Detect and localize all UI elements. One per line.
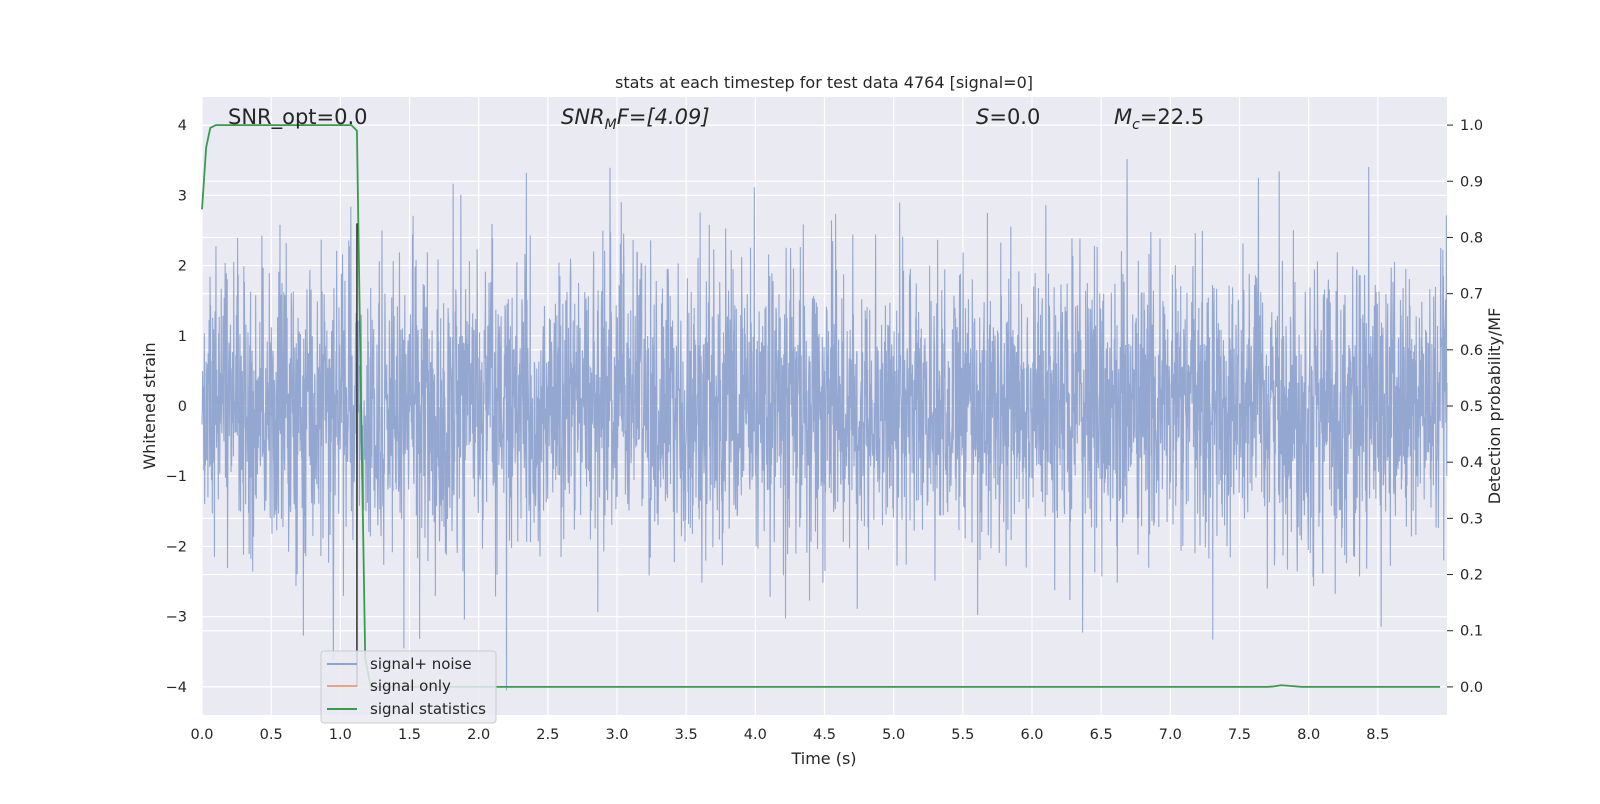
annotation-s-value: =0.0: [989, 105, 1040, 129]
x-axis-ticks: 0.0 0.5 1.0 1.5 2.0 2.5 3.0 3.5 4.0 4.5 5.0 5.5 6.0 6…: [190, 727, 1389, 743]
annotation-snr-opt: SNR_opt=0.0: [228, 105, 368, 130]
y-tick-label: 2: [178, 259, 187, 275]
x-tick-label: 1.5: [398, 727, 421, 743]
legend-label-signal: signal only: [370, 677, 451, 695]
y2-axis-ticks: 1.0 0.9 0.8 0.7 0.6 0.5 0.4 0.3 0.2 0.1 0.0: [1447, 118, 1483, 696]
x-tick-label: 7.5: [1228, 727, 1251, 743]
x-tick-label: 1.0: [329, 727, 352, 743]
annotation-s-label: S: [976, 105, 989, 129]
x-tick-label: 2.5: [536, 727, 559, 743]
x-tick-label: 6.0: [1020, 727, 1043, 743]
annotation-mc-sub: c: [1132, 117, 1140, 133]
y-tick-label: 1: [178, 329, 187, 345]
x-tick-label: 6.5: [1090, 727, 1113, 743]
y-axis-label: Whitened strain: [140, 342, 159, 469]
x-tick-label: 5.0: [882, 727, 905, 743]
x-tick-label: 7.0: [1159, 727, 1182, 743]
x-tick-label: 0.5: [260, 727, 283, 743]
y-tick-label: −3: [166, 610, 187, 626]
x-tick-label: 4.0: [744, 727, 767, 743]
x-tick-label: 2.0: [467, 727, 490, 743]
annotation-snr-mf-rest: F=[4.09]: [617, 105, 710, 129]
x-axis-label: Time (s): [790, 749, 856, 768]
legend: signal+ noise signal only signal statist…: [320, 650, 497, 724]
y2-tick-label: 0.2: [1460, 568, 1483, 584]
y-axis-ticks: 4 3 2 1 0 −1 −2 −3 −4: [166, 118, 187, 696]
y-tick-label: −4: [166, 680, 187, 696]
x-tick-label: 8.5: [1366, 727, 1389, 743]
x-tick-label: 5.5: [951, 727, 974, 743]
y2-tick-label: 0.5: [1460, 399, 1483, 415]
y2-tick-label: 0.4: [1460, 455, 1483, 471]
y-tick-label: 3: [178, 188, 187, 204]
x-tick-label: 8.0: [1297, 727, 1320, 743]
x-tick-label: 3.5: [675, 727, 698, 743]
annotation-snr-mf-sub: M: [605, 117, 617, 133]
annotation-mc-label: M: [1114, 105, 1132, 129]
y2-tick-label: 0.6: [1460, 343, 1483, 359]
annotation-mc: Mc=22.5: [1114, 105, 1204, 133]
y2-tick-label: 0.9: [1460, 174, 1483, 190]
y2-tick-label: 0.1: [1460, 624, 1483, 640]
legend-label-noise: signal+ noise: [370, 655, 472, 673]
y-tick-label: −1: [166, 469, 187, 485]
x-tick-label: 3.0: [605, 727, 628, 743]
y-tick-label: 0: [178, 399, 187, 415]
annotation-snr-mf-main: SNR: [561, 105, 605, 129]
y2-tick-label: 0.0: [1460, 680, 1483, 696]
y2-axis-label: Detection probability/MF: [1485, 308, 1504, 505]
annotation-snr-mf: SNRMF=[4.09]: [561, 105, 710, 133]
legend-label-statistics: signal statistics: [370, 700, 486, 718]
y2-tick-label: 1.0: [1460, 118, 1483, 134]
noise-series: [201, 159, 1448, 691]
noise-line: [201, 159, 1448, 691]
x-tick-label: 0.0: [190, 727, 213, 743]
annotation-mc-value: =22.5: [1140, 105, 1204, 129]
y-tick-label: −2: [166, 539, 187, 555]
chart-title: stats at each timestep for test data 476…: [615, 73, 1033, 92]
annotation-s: S=0.0: [976, 105, 1040, 129]
legend-box: [320, 650, 497, 724]
y2-tick-label: 0.8: [1460, 230, 1483, 246]
y-tick-label: 4: [178, 118, 187, 134]
y2-tick-label: 0.3: [1460, 511, 1483, 527]
y2-tick-label: 0.7: [1460, 287, 1483, 303]
x-tick-label: 4.5: [813, 727, 836, 743]
